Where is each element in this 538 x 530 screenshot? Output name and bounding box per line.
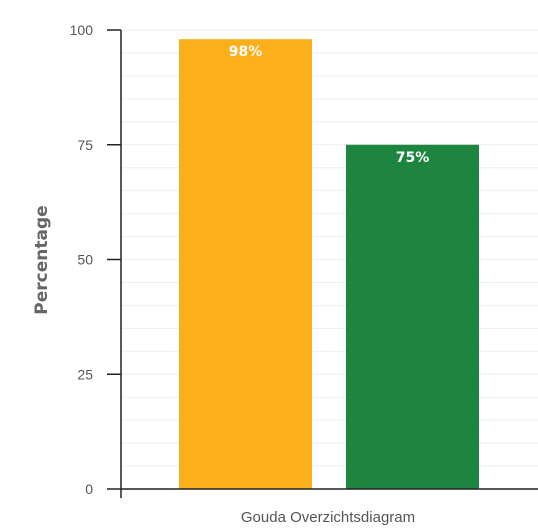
y-axis-ticks: 0 25 50 75 100: [70, 22, 121, 497]
y-axis-label: Percentage: [32, 205, 52, 314]
y-tick-label: 0: [85, 481, 93, 497]
y-tick-label: 50: [77, 252, 93, 268]
y-tick-label: 100: [70, 22, 94, 38]
data-label: 98%: [229, 44, 263, 60]
y-tick-label: 25: [77, 366, 93, 382]
bar: [346, 144, 479, 489]
bars: 98% 75%: [179, 39, 479, 490]
axes: [120, 30, 538, 498]
x-category-label: Gouda Overzichtsdiagram: [241, 509, 415, 526]
bar: [179, 39, 312, 490]
y-tick-label: 75: [77, 137, 93, 153]
data-label: 75%: [396, 150, 430, 166]
